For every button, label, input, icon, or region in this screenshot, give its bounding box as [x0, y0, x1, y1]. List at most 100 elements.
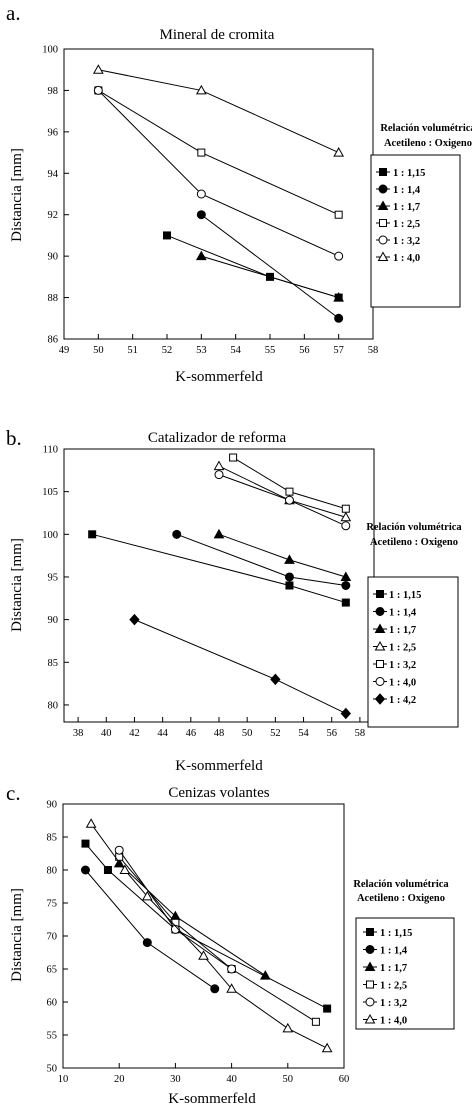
y-tick-label: 100 [42, 45, 58, 56]
x-axis-label: K-sommerfeld [175, 758, 263, 774]
data-point [198, 950, 209, 960]
data-point [340, 571, 352, 581]
x-tick-label: 54 [298, 728, 309, 739]
legend-marker [364, 961, 376, 971]
x-axis-label: K-sommerfeld [175, 369, 263, 385]
legend-title: Relación volumétrica [380, 123, 472, 134]
x-tick-label: 58 [355, 728, 366, 739]
x-tick-label: 50 [283, 1074, 294, 1085]
data-point [196, 210, 206, 220]
y-tick-label: 88 [48, 293, 59, 304]
legend-subtitle: Acetileno : Oxigeno [370, 537, 458, 548]
x-tick-label: 42 [129, 728, 140, 739]
legend-subtitle: Acetileno : Oxigeno [357, 893, 445, 904]
legend-marker [375, 607, 385, 616]
y-tick-label: 50 [47, 1064, 58, 1075]
x-tick-label: 40 [101, 728, 112, 739]
y-tick-label: 65 [47, 965, 58, 976]
series-line-1 [92, 533, 346, 604]
data-point [213, 460, 225, 471]
legend-marker [378, 184, 388, 194]
data-point [227, 964, 237, 974]
y-tick-label: 105 [42, 487, 58, 498]
data-point [210, 984, 220, 994]
y-tick-label: 110 [43, 445, 58, 456]
legend-marker [379, 168, 387, 176]
x-tick-label: 40 [226, 1074, 237, 1085]
data-point [214, 470, 224, 480]
panel-letter: c. [6, 781, 21, 805]
legend-entry: 1 : 1,7 [389, 625, 416, 636]
data-point [141, 890, 153, 901]
data-point [213, 528, 225, 539]
x-tick-label: 30 [170, 1074, 181, 1085]
data-point [270, 673, 281, 686]
plot-frame [63, 448, 375, 723]
data-point [103, 866, 112, 874]
series-line-5 [118, 849, 232, 970]
y-tick-label: 60 [47, 998, 58, 1009]
x-tick-label: 57 [333, 345, 344, 356]
data-point [334, 210, 343, 219]
x-tick-label: 10 [58, 1074, 69, 1085]
data-point [341, 598, 350, 607]
chart-title: Mineral de cromita [160, 27, 275, 43]
y-tick-label: 70 [47, 932, 58, 943]
legend-marker [377, 200, 389, 210]
legend-box [367, 576, 459, 728]
legend-entry: 1 : 4,0 [380, 1016, 407, 1027]
y-tick-label: 98 [48, 86, 59, 97]
x-tick-label: 52 [162, 345, 173, 356]
legend-entry: 1 : 1,4 [380, 946, 408, 957]
y-tick-label: 85 [47, 833, 58, 844]
legend-title: Relación volumétrica [366, 522, 462, 533]
data-point [92, 64, 104, 74]
legend-marker [374, 623, 386, 633]
series-line-7 [134, 619, 347, 714]
legend-entry: 1 : 3,2 [389, 660, 416, 671]
data-point [334, 251, 344, 261]
data-point [196, 189, 206, 199]
x-tick-label: 50 [93, 345, 104, 356]
y-tick-label: 96 [48, 127, 59, 138]
y-tick-label: 75 [47, 899, 58, 910]
data-point [80, 865, 90, 875]
series-line-6 [98, 69, 339, 154]
legend-entry: 1 : 1,4 [389, 608, 417, 619]
legend-marker [366, 928, 374, 936]
series-line-6 [218, 474, 347, 527]
legend-entry: 1 : 2,5 [380, 981, 407, 992]
data-point [333, 292, 345, 302]
data-point [340, 707, 351, 720]
y-tick-label: 90 [48, 252, 59, 263]
legend-entry: 1 : 1,4 [393, 185, 421, 196]
data-point [341, 521, 351, 531]
x-tick-label: 56 [299, 345, 310, 356]
legend-marker [365, 945, 375, 954]
data-point [284, 554, 295, 564]
x-tick-label: 38 [73, 728, 84, 739]
series-line-1 [85, 843, 328, 1010]
y-axis-label: Distancia [mm] [9, 538, 25, 632]
series-line-3 [201, 255, 339, 299]
legend-entry: 1 : 2,5 [393, 219, 420, 230]
data-point [323, 1004, 332, 1013]
y-axis-label: Distancia [mm] [9, 148, 25, 242]
legend-entry: 1 : 4,2 [389, 695, 416, 706]
legend-entry: 1 : 1,15 [380, 928, 412, 939]
data-point [284, 572, 294, 582]
legend-marker [366, 980, 374, 989]
x-tick-label: 54 [230, 345, 241, 356]
data-point [284, 495, 294, 505]
y-tick-label: 85 [48, 658, 59, 669]
legend-box [370, 154, 461, 308]
legend-entry: 1 : 4,0 [389, 678, 416, 689]
x-tick-label: 48 [214, 728, 225, 739]
legend-marker [378, 235, 388, 245]
plot-frame [63, 48, 374, 340]
x-tick-label: 58 [368, 345, 379, 356]
x-tick-label: 51 [127, 345, 138, 356]
legend-entry: 1 : 4,0 [393, 253, 420, 264]
data-point [285, 487, 294, 496]
legend-marker [376, 660, 384, 668]
